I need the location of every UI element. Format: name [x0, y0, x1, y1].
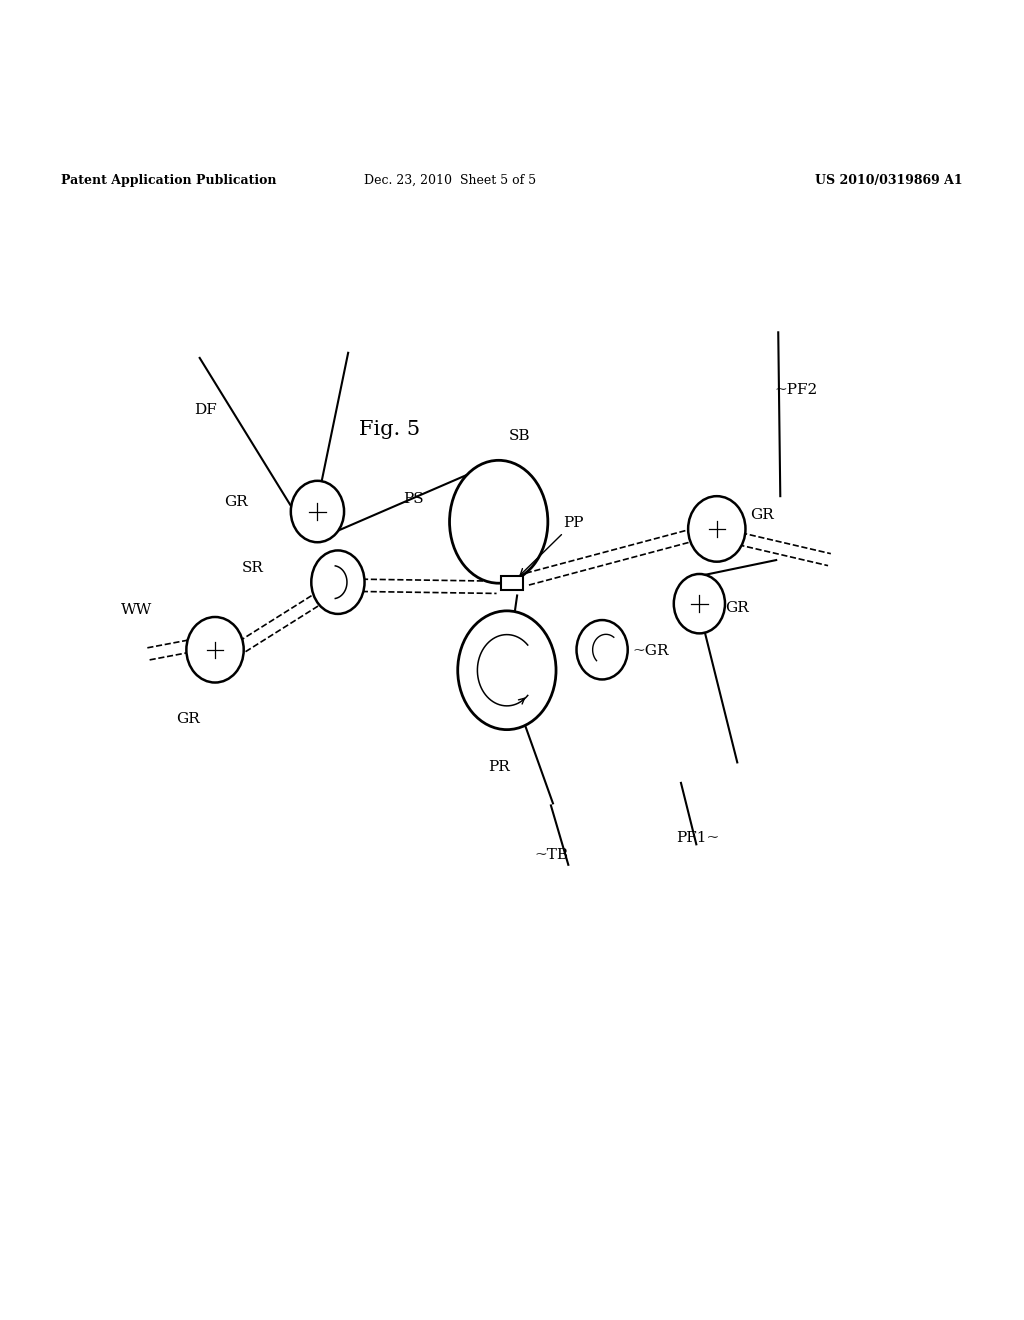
- Text: PS: PS: [403, 492, 424, 507]
- Bar: [501, 576, 523, 590]
- Ellipse shape: [674, 574, 725, 634]
- Ellipse shape: [311, 550, 365, 614]
- Ellipse shape: [688, 496, 745, 562]
- Text: GR: GR: [725, 601, 749, 615]
- Text: DF: DF: [195, 403, 217, 417]
- Ellipse shape: [577, 620, 628, 680]
- Text: Dec. 23, 2010  Sheet 5 of 5: Dec. 23, 2010 Sheet 5 of 5: [365, 174, 537, 187]
- Text: WW: WW: [121, 603, 153, 616]
- Text: ~PF2: ~PF2: [774, 383, 817, 397]
- Ellipse shape: [458, 611, 556, 730]
- Text: PR: PR: [488, 759, 510, 774]
- Text: SB: SB: [509, 429, 530, 442]
- Text: ~GR: ~GR: [633, 644, 670, 657]
- Text: ~TB: ~TB: [535, 847, 568, 862]
- Ellipse shape: [450, 461, 548, 583]
- Text: Fig. 5: Fig. 5: [358, 420, 420, 438]
- Text: GR: GR: [751, 508, 774, 521]
- Text: Patent Application Publication: Patent Application Publication: [61, 174, 276, 187]
- Text: PF1~: PF1~: [676, 832, 719, 845]
- Ellipse shape: [291, 480, 344, 543]
- Text: GR: GR: [224, 495, 248, 510]
- Text: US 2010/0319869 A1: US 2010/0319869 A1: [815, 174, 963, 187]
- Text: PP: PP: [520, 516, 584, 576]
- Text: GR: GR: [176, 713, 200, 726]
- Text: SR: SR: [242, 561, 263, 576]
- Ellipse shape: [186, 616, 244, 682]
